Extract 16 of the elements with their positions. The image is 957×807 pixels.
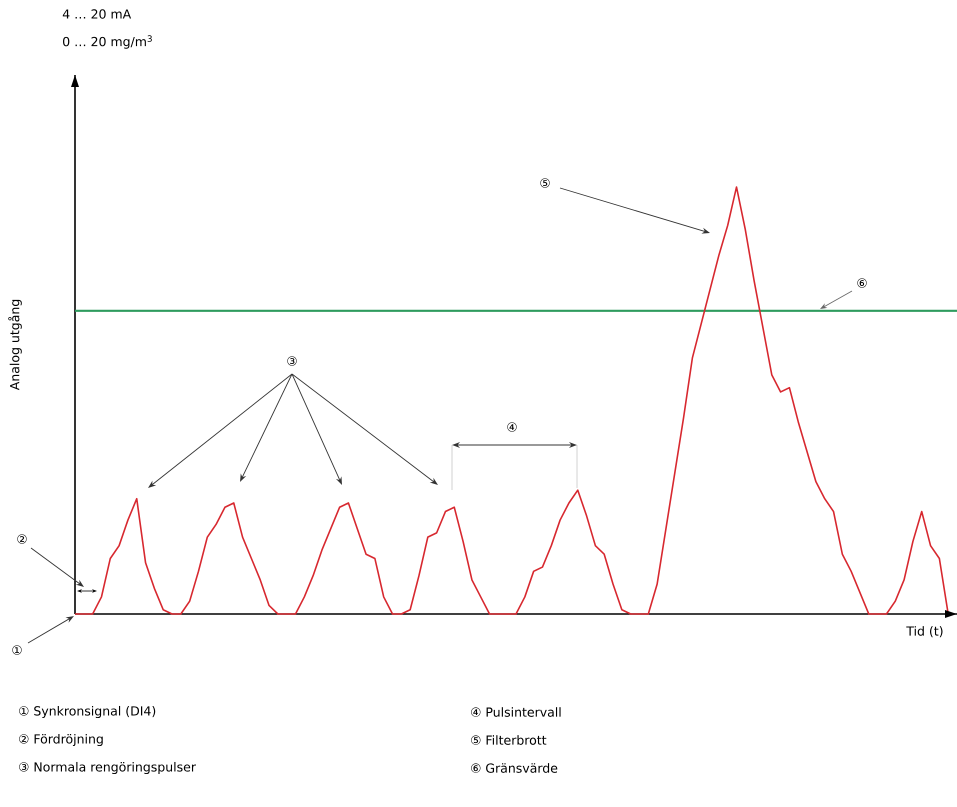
text: ② Fördröjning	[19, 734, 103, 746]
annotation: ③	[287, 356, 297, 366]
text: ⑥ Gränsvärde	[471, 763, 558, 773]
text: ②	[17, 534, 27, 544]
text: ① Synkronsignal (DI4)	[19, 706, 156, 718]
annotation: ④	[507, 422, 517, 432]
text: ⑤ Filterbrott	[471, 735, 546, 745]
text: ①	[12, 645, 22, 655]
chart-subtitle: 0 … 20 mg/m$^{3}$	[63, 35, 152, 49]
x-axis-title: Tid (t)	[906, 626, 943, 638]
annotation: ⑤	[540, 178, 550, 188]
text: ③ Normala rengöringspulser	[19, 762, 196, 774]
y-axis-title: Analog utgång	[8, 300, 22, 390]
ref-line-label: ⑥	[857, 278, 867, 288]
chart-title: 4 … 20 mA	[62, 9, 132, 19]
text: ④ Pulsintervall	[471, 707, 561, 717]
